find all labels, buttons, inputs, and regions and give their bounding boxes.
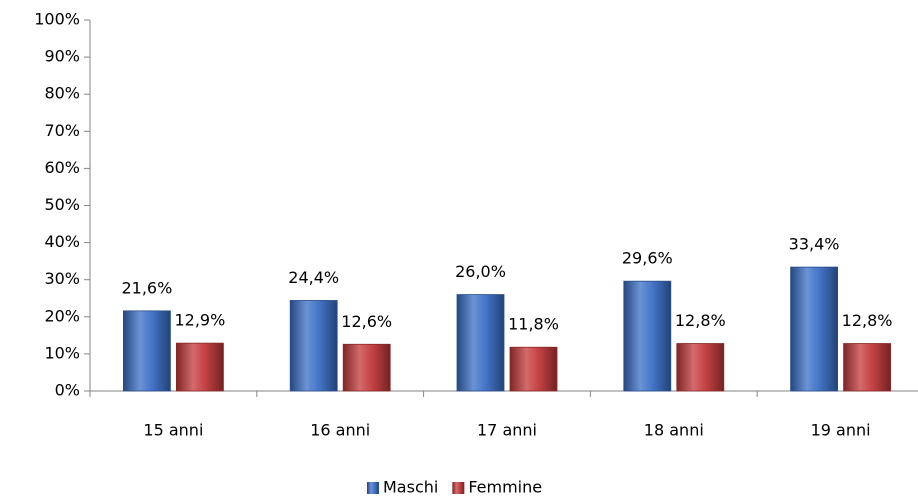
y-tick-label: 30% — [44, 269, 80, 288]
legend: Maschi Femmine — [367, 478, 542, 497]
value-label: 11,8% — [508, 315, 559, 334]
value-label: 12,6% — [341, 312, 392, 331]
bar — [289, 300, 338, 392]
value-label: 26,0% — [455, 262, 506, 281]
y-tick-label: 70% — [44, 121, 80, 140]
bar — [843, 343, 891, 392]
value-label: 12,8% — [842, 311, 893, 330]
bar — [175, 342, 224, 392]
x-tick-label: 19 anni — [811, 421, 871, 440]
legend-swatch — [367, 482, 379, 494]
value-label: 12,9% — [174, 311, 225, 330]
bar — [123, 310, 171, 392]
y-tick-label: 40% — [44, 232, 80, 251]
y-tick-label: 50% — [44, 195, 80, 214]
x-tick-label: 16 anni — [310, 421, 370, 440]
y-tick-label: 90% — [44, 47, 80, 66]
value-label: 21,6% — [121, 278, 172, 297]
bar — [623, 280, 672, 392]
y-tick-label: 60% — [44, 158, 80, 177]
bar — [342, 343, 391, 392]
value-label: 29,6% — [622, 249, 673, 268]
y-tick-label: 20% — [44, 306, 80, 325]
x-tick-label: 15 anni — [143, 421, 203, 440]
y-tick-label: 0% — [55, 381, 80, 400]
y-tick-label: 80% — [44, 84, 80, 103]
bar — [456, 294, 505, 392]
legend-swatch — [452, 482, 465, 494]
value-label: 33,4% — [789, 235, 840, 254]
x-tick-label: 17 anni — [477, 421, 537, 440]
bar — [790, 266, 838, 392]
y-tick-label: 100% — [34, 10, 80, 29]
legend-label: Maschi — [383, 478, 438, 497]
x-tick-label: 18 anni — [644, 421, 704, 440]
legend-label: Femmine — [468, 478, 542, 497]
value-label: 12,8% — [675, 311, 726, 330]
value-label: 24,4% — [288, 268, 339, 287]
y-tick-label: 10% — [44, 343, 80, 362]
bar — [509, 346, 558, 392]
bar — [676, 343, 725, 392]
